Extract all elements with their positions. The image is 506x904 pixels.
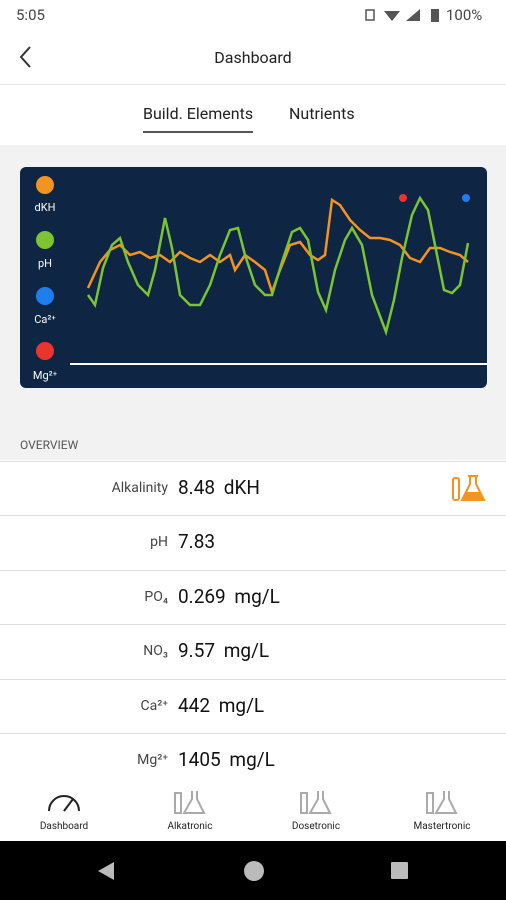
row-label: Mg²⁺ (137, 752, 168, 768)
system-buttons (98, 861, 408, 881)
nav-label[interactable]: Dosetronic (291, 821, 341, 832)
overview-row: Ca²⁺ 442 mg/L (0, 678, 506, 734)
app-bar: Dashboard (0, 30, 506, 85)
sparklines (70, 194, 487, 365)
row-value: 7.83 (178, 530, 216, 554)
tabs: Build. Elements Nutrients (0, 85, 506, 145)
battery: 100% (446, 6, 483, 24)
battery-icon (431, 9, 439, 22)
overview-row: Mg²⁺ 1405 mg/L (0, 733, 506, 788)
legend-dot (36, 231, 54, 249)
nav-icon[interactable] (424, 787, 460, 817)
nav-label[interactable]: Mastertronic (413, 821, 471, 832)
time: 5:05 (16, 6, 45, 24)
nav-label[interactable]: Alkatronic (167, 821, 213, 832)
row-value: 1405 mg/L (178, 748, 275, 771)
legend-dot (36, 287, 54, 305)
row-value: 0.269 mg/L (178, 584, 280, 608)
overview-row: Alkalinity 8.48 dKH (0, 461, 506, 516)
overview-row: PO₄ 0.269 mg/L (0, 569, 506, 625)
title: Dashboard (214, 48, 292, 67)
overview-row: NO₃ 9.57 mg/L (0, 624, 506, 680)
nav-icon[interactable] (172, 787, 208, 817)
chart-card: dKH pH Ca²⁺ Mg²⁺ (20, 167, 487, 388)
back-button[interactable] (14, 44, 38, 70)
row-label: NO₃ (143, 643, 168, 660)
row-label: Alkalinity (111, 480, 168, 496)
section-label: OVERVIEW (20, 438, 79, 452)
legend-dot (36, 176, 54, 194)
system-nav (0, 841, 506, 900)
legend-label: Mg²⁺ (32, 369, 58, 382)
row-value: 8.48 dKH (178, 476, 260, 499)
legend-label: dKH (34, 201, 56, 214)
row-value: 442 mg/L (178, 693, 265, 717)
overview-row: pH 7.83 (0, 515, 506, 571)
legend-label: Ca²⁺ (34, 313, 56, 326)
row-label: PO₄ (144, 588, 168, 605)
status-icons (365, 9, 420, 21)
legend-label: pH (37, 257, 53, 270)
tab[interactable]: Nutrients (289, 104, 355, 123)
nav-label[interactable]: Dashboard (39, 821, 89, 832)
bottom-nav: Dashboard Alkatronic Dosetronic Mastertr… (0, 785, 506, 841)
nav-icon[interactable] (46, 789, 82, 815)
row-label: pH (150, 534, 168, 551)
row-label: Ca²⁺ (140, 697, 169, 714)
tab[interactable]: Build. Elements (143, 104, 254, 133)
nav-icon[interactable] (298, 787, 334, 817)
row-value: 9.57 mg/L (178, 639, 270, 663)
alkatronic-icon[interactable] (450, 472, 488, 504)
legend-dot (36, 342, 54, 360)
status-bar: 5:05 100% (0, 0, 506, 30)
